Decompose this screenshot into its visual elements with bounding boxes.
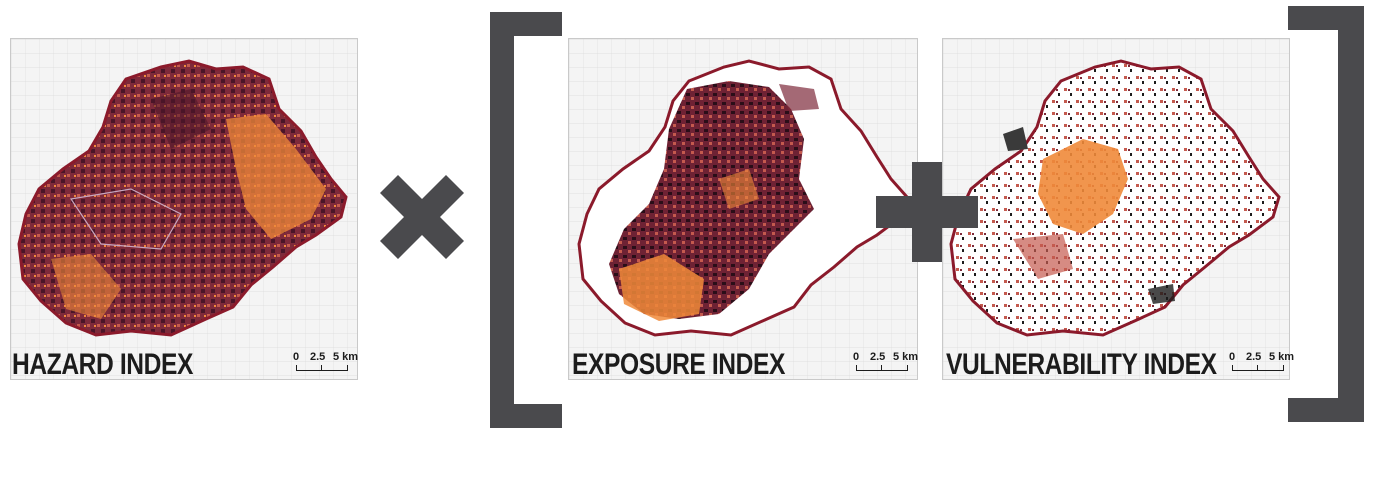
hazard-map: [10, 38, 358, 380]
scale-tick-2: 5 km: [1269, 351, 1295, 363]
vulnerability-map: [942, 38, 1290, 380]
hazard-scalebar: 0 2.5 5 km: [293, 351, 359, 375]
vulnerability-scalebar: 0 2.5 5 km: [1229, 351, 1295, 375]
scale-bar-line: [1232, 365, 1284, 371]
vulnerability-map-svg: [943, 39, 1289, 379]
left-bracket-icon: [490, 12, 562, 428]
exposure-scalebar: 0 2.5 5 km: [853, 351, 919, 375]
scale-bar-line: [856, 365, 908, 371]
scale-tick-0: 0: [293, 351, 300, 363]
scale-tick-0: 0: [853, 351, 860, 363]
hazard-map-svg: [11, 39, 357, 379]
vulnerability-title: VULNERABILITY INDEX: [946, 348, 1217, 381]
multiply-icon: [380, 175, 464, 259]
hazard-title: HAZARD INDEX: [12, 348, 193, 381]
plus-icon: [876, 162, 978, 262]
scale-bar-line: [296, 365, 348, 371]
scale-tick-2: 5 km: [333, 351, 359, 363]
exposure-title: EXPOSURE INDEX: [572, 348, 785, 381]
right-bracket-icon: [1288, 6, 1364, 422]
scale-tick-0: 0: [1229, 351, 1236, 363]
exposure-map: [568, 38, 918, 380]
scale-tick-2: 5 km: [893, 351, 919, 363]
scale-tick-1: 2.5: [310, 351, 326, 363]
scale-tick-1: 2.5: [870, 351, 886, 363]
exposure-map-svg: [569, 39, 917, 379]
scale-tick-1: 2.5: [1246, 351, 1262, 363]
